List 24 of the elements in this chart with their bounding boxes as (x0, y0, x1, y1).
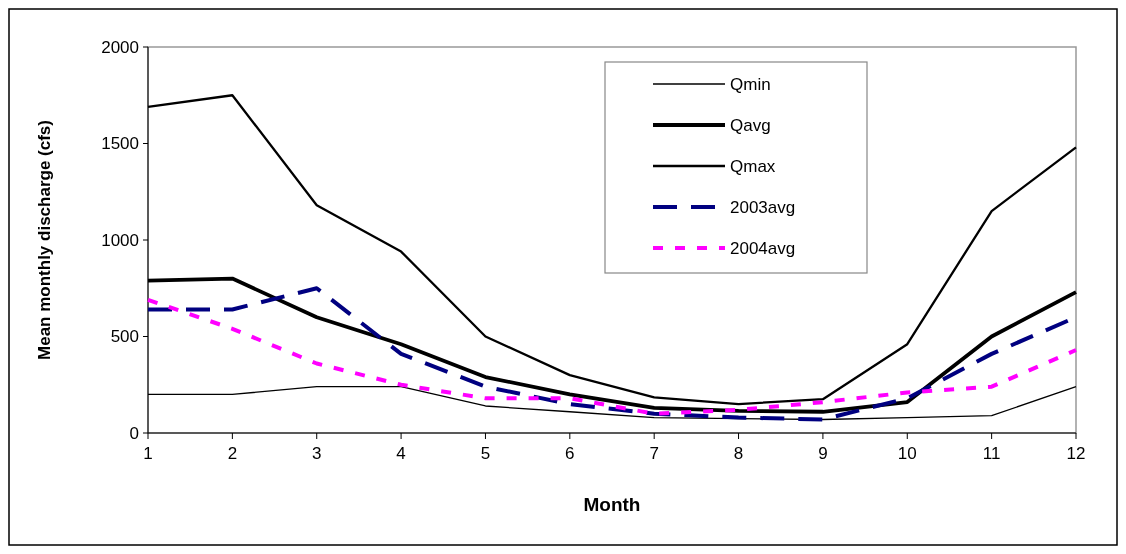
x-axis-title: Month (583, 494, 641, 515)
x-tick-label: 11 (982, 444, 1001, 463)
x-tick-label: 6 (565, 444, 575, 463)
legend-label: Qavg (730, 115, 771, 135)
legend-label: 2003avg (730, 197, 796, 217)
x-tick-label: 1 (143, 444, 153, 463)
x-tick-label: 10 (897, 444, 917, 463)
x-tick-label: 4 (396, 444, 406, 463)
x-tick-label: 12 (1066, 444, 1086, 463)
x-tick-label: 7 (649, 444, 659, 463)
legend-label: Qmax (730, 156, 776, 176)
y-tick-label: 1500 (101, 134, 139, 154)
y-tick-label: 1000 (101, 230, 139, 250)
x-tick-label: 9 (818, 444, 828, 463)
legend-label: Qmin (730, 74, 771, 94)
y-axis-title: Mean monthly discharge (cfs) (35, 120, 54, 360)
y-tick-label: 2000 (101, 37, 139, 57)
x-tick-label: 2 (227, 444, 238, 463)
x-tick-label: 3 (311, 444, 322, 463)
x-tick-label: 8 (733, 444, 744, 463)
legend-label: 2004avg (730, 238, 796, 258)
y-tick-label: 500 (110, 327, 139, 347)
x-tick-label: 5 (480, 444, 491, 463)
y-tick-label: 0 (129, 423, 139, 443)
